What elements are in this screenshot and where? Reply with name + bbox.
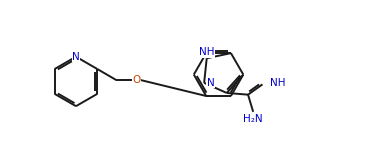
Text: N: N bbox=[72, 52, 80, 62]
Text: NH: NH bbox=[199, 47, 214, 57]
Text: O: O bbox=[132, 75, 140, 85]
Text: NH: NH bbox=[270, 78, 286, 88]
Text: N: N bbox=[202, 47, 209, 57]
Text: H₂N: H₂N bbox=[244, 114, 263, 124]
Text: N: N bbox=[207, 78, 215, 88]
